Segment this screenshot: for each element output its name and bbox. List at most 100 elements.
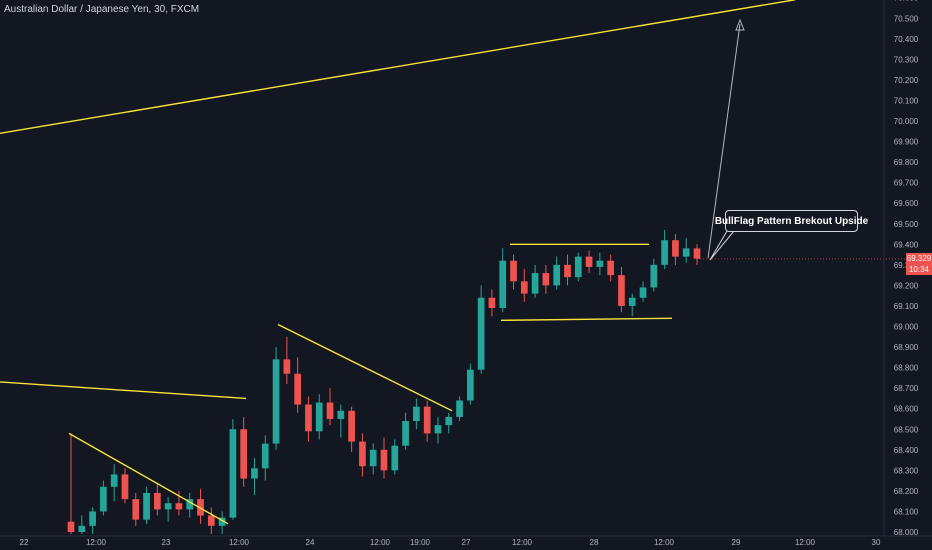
candle bbox=[305, 396, 312, 442]
y-tick-label: 69.800 bbox=[894, 158, 919, 167]
candle bbox=[175, 490, 183, 516]
candle-body bbox=[272, 359, 280, 444]
candle bbox=[251, 458, 258, 496]
candle-body bbox=[359, 441, 366, 467]
candle-body bbox=[78, 525, 86, 532]
candle bbox=[261, 435, 269, 481]
y-tick-label: 69.700 bbox=[894, 179, 919, 188]
candle bbox=[445, 412, 453, 434]
candle bbox=[315, 394, 323, 440]
y-tick-label: 68.800 bbox=[894, 364, 919, 373]
candle-body bbox=[164, 503, 172, 510]
candle bbox=[553, 256, 561, 290]
y-tick-label: 70.500 bbox=[894, 14, 919, 23]
candle bbox=[477, 285, 485, 374]
candle-body bbox=[402, 421, 409, 446]
candle bbox=[337, 404, 345, 438]
y-tick-label: 68.200 bbox=[894, 487, 919, 496]
candle-body bbox=[628, 297, 636, 306]
candle-body bbox=[283, 359, 291, 374]
candle-body bbox=[488, 297, 496, 309]
candle-body bbox=[67, 521, 75, 532]
callout-tail bbox=[709, 230, 735, 261]
candle-body bbox=[121, 474, 129, 500]
candle bbox=[240, 416, 248, 487]
candle-body bbox=[110, 474, 118, 487]
candle-body bbox=[240, 429, 248, 479]
x-tick-label: 12:00 bbox=[654, 538, 675, 547]
y-tick-label: 70.000 bbox=[894, 117, 919, 126]
candle bbox=[143, 486, 150, 524]
candle-body bbox=[661, 240, 668, 265]
candle-body bbox=[510, 260, 517, 282]
trendline bbox=[277, 323, 453, 412]
candle bbox=[456, 396, 463, 422]
candle-body bbox=[542, 273, 550, 286]
y-tick-label: 69.900 bbox=[894, 138, 919, 147]
candle-body bbox=[564, 264, 571, 278]
candle bbox=[78, 515, 86, 535]
candle bbox=[153, 482, 161, 516]
candle-body bbox=[650, 264, 658, 288]
candle-body bbox=[175, 503, 183, 510]
x-tick-label: 12:00 bbox=[229, 538, 250, 547]
y-tick-label: 69.600 bbox=[894, 199, 919, 208]
countdown-tag: 10:34 bbox=[906, 264, 932, 275]
candle bbox=[326, 388, 334, 426]
annotation-label[interactable]: BullFlag Pattern Brekout Upside bbox=[715, 210, 868, 232]
y-tick-label: 70.600 bbox=[894, 0, 919, 3]
candle-body bbox=[477, 297, 485, 370]
y-tick-label: 69.400 bbox=[894, 240, 919, 249]
candle bbox=[672, 234, 679, 265]
candles-layer bbox=[67, 229, 701, 535]
candle bbox=[520, 268, 528, 302]
candle bbox=[639, 281, 647, 302]
candle-body bbox=[553, 264, 561, 286]
candle-body bbox=[143, 492, 150, 520]
candle bbox=[564, 254, 571, 286]
candle bbox=[542, 264, 550, 294]
candle bbox=[618, 266, 625, 313]
y-tick-label: 70.400 bbox=[894, 35, 919, 44]
candle bbox=[402, 412, 409, 450]
x-tick-label: 24 bbox=[306, 538, 315, 547]
candle-body bbox=[207, 515, 215, 526]
candle-body bbox=[413, 406, 420, 422]
x-tick-label: 12:00 bbox=[512, 538, 533, 547]
candle-body bbox=[574, 256, 582, 278]
x-tick-label: 12:00 bbox=[86, 538, 107, 547]
x-tick-label: 27 bbox=[462, 538, 471, 547]
candle-body bbox=[618, 275, 625, 306]
trendline bbox=[0, 381, 247, 400]
candle bbox=[197, 488, 204, 524]
candle bbox=[596, 252, 604, 276]
candle bbox=[132, 492, 140, 526]
y-tick-label: 70.100 bbox=[894, 96, 919, 105]
candle-body bbox=[693, 248, 701, 259]
candle-body bbox=[456, 400, 463, 417]
y-tick-label: 68.000 bbox=[894, 528, 919, 537]
candle bbox=[434, 416, 442, 444]
candle-body bbox=[380, 449, 388, 471]
y-tick-label: 69.200 bbox=[894, 281, 919, 290]
candle bbox=[229, 418, 237, 520]
candle-body bbox=[531, 273, 539, 294]
candle-body bbox=[682, 248, 690, 257]
candle-body bbox=[197, 499, 204, 516]
x-tick-label: 28 bbox=[590, 538, 599, 547]
candle bbox=[359, 433, 366, 477]
candle bbox=[661, 229, 668, 269]
candle bbox=[531, 264, 539, 298]
candle bbox=[585, 250, 593, 274]
x-tick-label: 30 bbox=[872, 538, 881, 547]
candle bbox=[89, 507, 96, 535]
y-tick-label: 68.100 bbox=[894, 507, 919, 516]
candle-body bbox=[639, 287, 647, 298]
trendline bbox=[500, 317, 673, 322]
candle-body bbox=[326, 402, 334, 419]
x-tick-label: 19:00 bbox=[410, 538, 431, 547]
candle bbox=[272, 347, 280, 450]
candle-body bbox=[337, 410, 345, 419]
y-tick-label: 68.300 bbox=[894, 466, 919, 475]
